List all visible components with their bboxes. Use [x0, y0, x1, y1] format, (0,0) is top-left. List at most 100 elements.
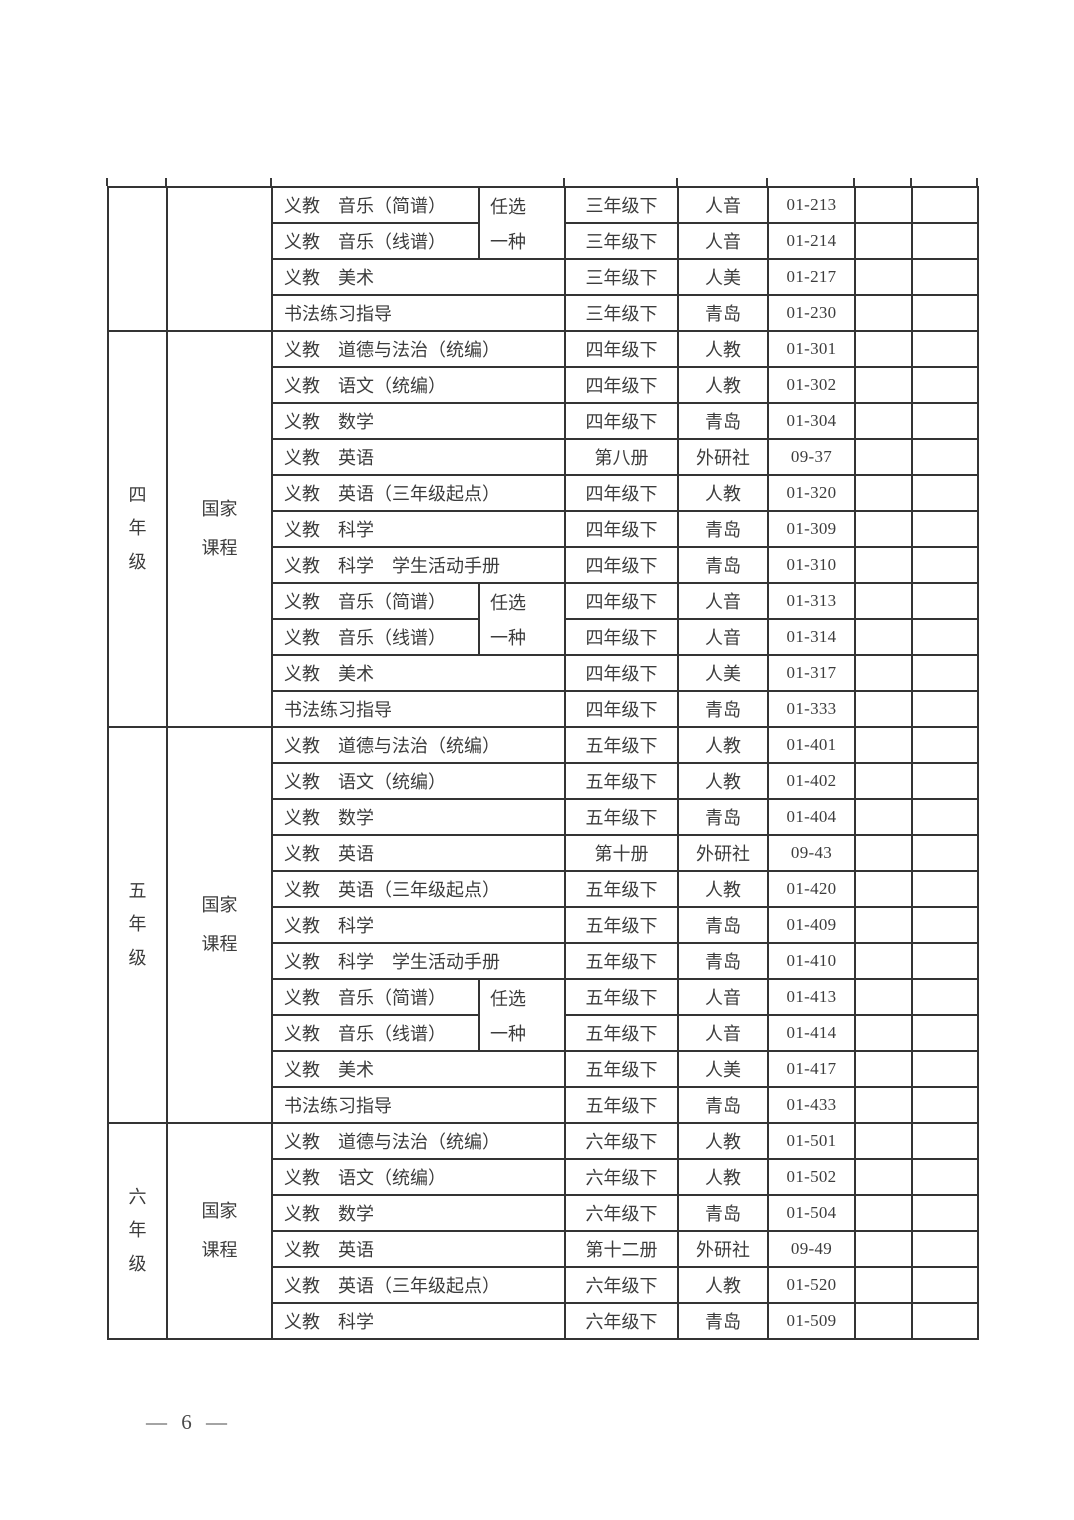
- table-row: 义教 科学 学生活动手册 五年级下 青岛 01-410: [108, 942, 979, 980]
- code-cell: 01-402: [767, 762, 856, 800]
- book-name-cell: 义教 音乐（线谱）: [271, 222, 480, 260]
- code-cell: 01-214: [767, 222, 856, 260]
- publisher-cell: 青岛: [677, 1302, 769, 1340]
- empty-cell: [854, 294, 913, 332]
- publisher-cell: 人教: [677, 1158, 769, 1196]
- volume-cell: 六年级下: [564, 1122, 679, 1160]
- code-cell: 01-313: [767, 582, 856, 620]
- book-name-cell: 义教 数学: [271, 798, 566, 836]
- code-cell: 01-304: [767, 402, 856, 440]
- table-row: 书法练习指导 五年级下 青岛 01-433: [108, 1086, 979, 1124]
- grade-label: 四年级: [128, 485, 147, 572]
- book-name-cell: 义教 语文（统编）: [271, 762, 566, 800]
- publisher-cell: 青岛: [677, 402, 769, 440]
- page-break-line-stub: [106, 178, 108, 186]
- table-row: 义教 科学 六年级下 青岛 01-509: [108, 1302, 979, 1340]
- choice-label: 任选 一种: [490, 196, 526, 252]
- table-row: 义教 语文（统编） 六年级下 人教 01-502: [108, 1158, 979, 1196]
- table-row: 书法练习指导 四年级下 青岛 01-333: [108, 690, 979, 728]
- volume-cell: 四年级下: [564, 474, 679, 512]
- table-row: 义教 英语 第十二册 外研社 09-49: [108, 1230, 979, 1268]
- volume-cell: 五年级下: [564, 762, 679, 800]
- course-type-cell: [166, 186, 273, 332]
- book-name-cell: 书法练习指导: [271, 690, 566, 728]
- empty-cell: [911, 978, 979, 1016]
- table-row: 义教 音乐（简谱） 任选 一种 三年级下 人音 01-213: [107, 186, 979, 332]
- empty-cell: [854, 978, 913, 1016]
- table-row: 义教 科学 四年级下 青岛 01-309: [108, 510, 979, 548]
- empty-cell: [911, 1266, 979, 1304]
- publisher-cell: 青岛: [677, 690, 769, 728]
- book-name-cell: 义教 音乐（线谱）: [271, 618, 480, 656]
- empty-cell: [911, 222, 979, 260]
- empty-cell: [911, 510, 979, 548]
- code-cell: 01-509: [767, 1302, 856, 1340]
- page-break-line-stub: [165, 178, 167, 186]
- book-name-cell: 义教 英语: [271, 834, 566, 872]
- empty-cell: [854, 1302, 913, 1340]
- empty-cell: [911, 1050, 979, 1088]
- publisher-cell: 青岛: [677, 906, 769, 944]
- publisher-cell: 人音: [677, 186, 769, 224]
- book-name-cell: 义教 道德与法治（统编）: [271, 1122, 566, 1160]
- book-name-cell: 义教 英语（三年级起点）: [271, 1266, 566, 1304]
- empty-cell: [911, 258, 979, 296]
- empty-cell: [911, 474, 979, 512]
- book-name-cell: 义教 美术: [271, 1050, 566, 1088]
- empty-cell: [911, 762, 979, 800]
- table-row: 义教 美术 四年级下 人美 01-317: [108, 654, 979, 692]
- table-row: 五年级 国家课程 义教 道德与法治（统编） 五年级下 人教 01-401: [107, 726, 979, 1124]
- table-row: 书法练习指导 三年级下 青岛 01-230: [108, 294, 979, 332]
- table-row: 义教 英语（三年级起点） 四年级下 人教 01-320: [108, 474, 979, 512]
- volume-cell: 五年级下: [564, 726, 679, 764]
- empty-cell: [854, 1050, 913, 1088]
- volume-cell: 四年级下: [564, 654, 679, 692]
- course-type-cell: 国家课程: [166, 1122, 273, 1340]
- table-row: 义教 数学 四年级下 青岛 01-304: [108, 402, 979, 440]
- empty-cell: [854, 1122, 913, 1160]
- empty-cell: [854, 906, 913, 944]
- code-cell: 01-502: [767, 1158, 856, 1196]
- book-name-cell: 义教 科学: [271, 510, 566, 548]
- empty-cell: [854, 654, 913, 692]
- empty-cell: [854, 690, 913, 728]
- book-name-cell: 义教 语文（统编）: [271, 366, 566, 404]
- empty-cell: [911, 654, 979, 692]
- volume-cell: 四年级下: [564, 618, 679, 656]
- empty-cell: [911, 726, 979, 764]
- volume-cell: 五年级下: [564, 906, 679, 944]
- page-break-line-stub: [766, 178, 768, 186]
- book-name-cell: 义教 美术: [271, 654, 566, 692]
- code-cell: 09-37: [767, 438, 856, 476]
- code-cell: 01-320: [767, 474, 856, 512]
- volume-cell: 五年级下: [564, 978, 679, 1016]
- code-cell: 01-409: [767, 906, 856, 944]
- publisher-cell: 人教: [677, 366, 769, 404]
- textbook-table: 义教 音乐（简谱） 任选 一种 三年级下 人音 01-213 义教 音乐（线谱） 三年级下 人音…: [106, 178, 979, 1340]
- code-cell: 01-420: [767, 870, 856, 908]
- code-cell: 01-413: [767, 978, 856, 1016]
- publisher-cell: 人美: [677, 1050, 769, 1088]
- empty-cell: [854, 798, 913, 836]
- publisher-cell: 人教: [677, 1266, 769, 1304]
- choice-cell: 任选 一种: [478, 978, 566, 1052]
- code-cell: 01-301: [767, 330, 856, 368]
- publisher-cell: 人教: [677, 474, 769, 512]
- publisher-cell: 外研社: [677, 834, 769, 872]
- table-row: 义教 语文（统编） 五年级下 人教 01-402: [108, 762, 979, 800]
- book-name-cell: 义教 美术: [271, 258, 566, 296]
- choice-cell: 任选 一种: [478, 582, 566, 656]
- volume-cell: 四年级下: [564, 546, 679, 584]
- volume-cell: 四年级下: [564, 366, 679, 404]
- empty-cell: [854, 870, 913, 908]
- empty-cell: [911, 1086, 979, 1124]
- empty-cell: [911, 1122, 979, 1160]
- publisher-cell: 人音: [677, 222, 769, 260]
- book-name-cell: 书法练习指导: [271, 1086, 566, 1124]
- empty-cell: [854, 474, 913, 512]
- volume-cell: 三年级下: [564, 294, 679, 332]
- empty-cell: [854, 834, 913, 872]
- grade-label: 五年级: [128, 881, 147, 968]
- code-cell: 01-417: [767, 1050, 856, 1088]
- publisher-cell: 青岛: [677, 1194, 769, 1232]
